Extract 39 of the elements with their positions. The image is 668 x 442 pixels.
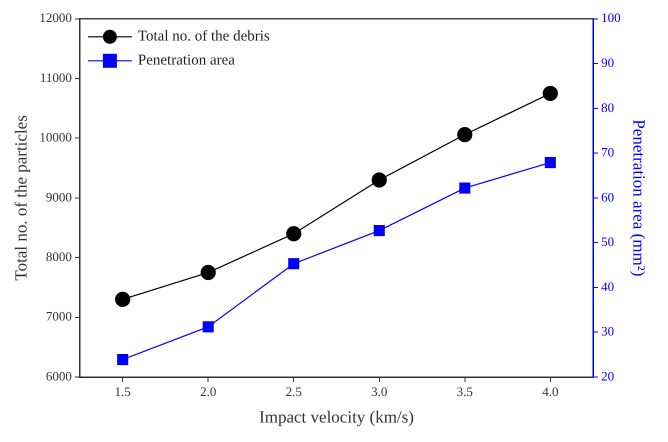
point xyxy=(544,156,556,168)
point xyxy=(115,292,130,307)
y2-tick-label: 80 xyxy=(601,100,614,115)
point xyxy=(374,225,385,236)
point xyxy=(117,354,128,366)
y-tick-label: 7000 xyxy=(46,308,72,324)
y2-tick-label: 100 xyxy=(601,10,621,26)
y2-tick-label: 50 xyxy=(601,234,614,250)
point xyxy=(457,127,472,142)
y-tick-label: 8000 xyxy=(46,249,72,264)
y-tick-label: 9000 xyxy=(46,189,72,204)
y2-tick-label: 70 xyxy=(601,144,614,160)
x-tick-label: 4.0 xyxy=(542,384,558,400)
point xyxy=(542,86,558,102)
y2-tick-label: 30 xyxy=(601,324,614,339)
y-tick-label: 6000 xyxy=(46,368,72,384)
y2-tick-label: 60 xyxy=(601,189,614,204)
x-tick-label: 2.5 xyxy=(286,384,302,400)
y-tick-label: 12000 xyxy=(39,10,72,26)
x-tick-label: 3.5 xyxy=(456,384,473,400)
point xyxy=(286,226,302,242)
legend-label: Total no. of the debris xyxy=(138,28,270,45)
point xyxy=(372,172,387,188)
legend-label: Penetration area xyxy=(138,52,236,69)
y2-tick-label: 90 xyxy=(601,54,614,70)
y2-tick-label: 40 xyxy=(601,278,614,294)
y-tick-label: 10000 xyxy=(39,130,72,145)
point xyxy=(459,182,470,194)
y2-tick-label: 20 xyxy=(601,368,614,384)
x-tick-label: 1.5 xyxy=(114,384,131,400)
y-tick-label: 11000 xyxy=(40,70,72,85)
point xyxy=(288,258,300,270)
point xyxy=(202,321,214,332)
x-tick-label: 3.0 xyxy=(371,384,388,400)
y-axis-title: Total no. of the particles xyxy=(12,115,31,281)
point xyxy=(200,264,216,280)
x-axis-title: Impact velocity (km/s) xyxy=(259,407,414,426)
y2-axis-title: Penetration area (mm²) xyxy=(629,119,648,276)
x-tick-label: 2.0 xyxy=(200,384,216,400)
